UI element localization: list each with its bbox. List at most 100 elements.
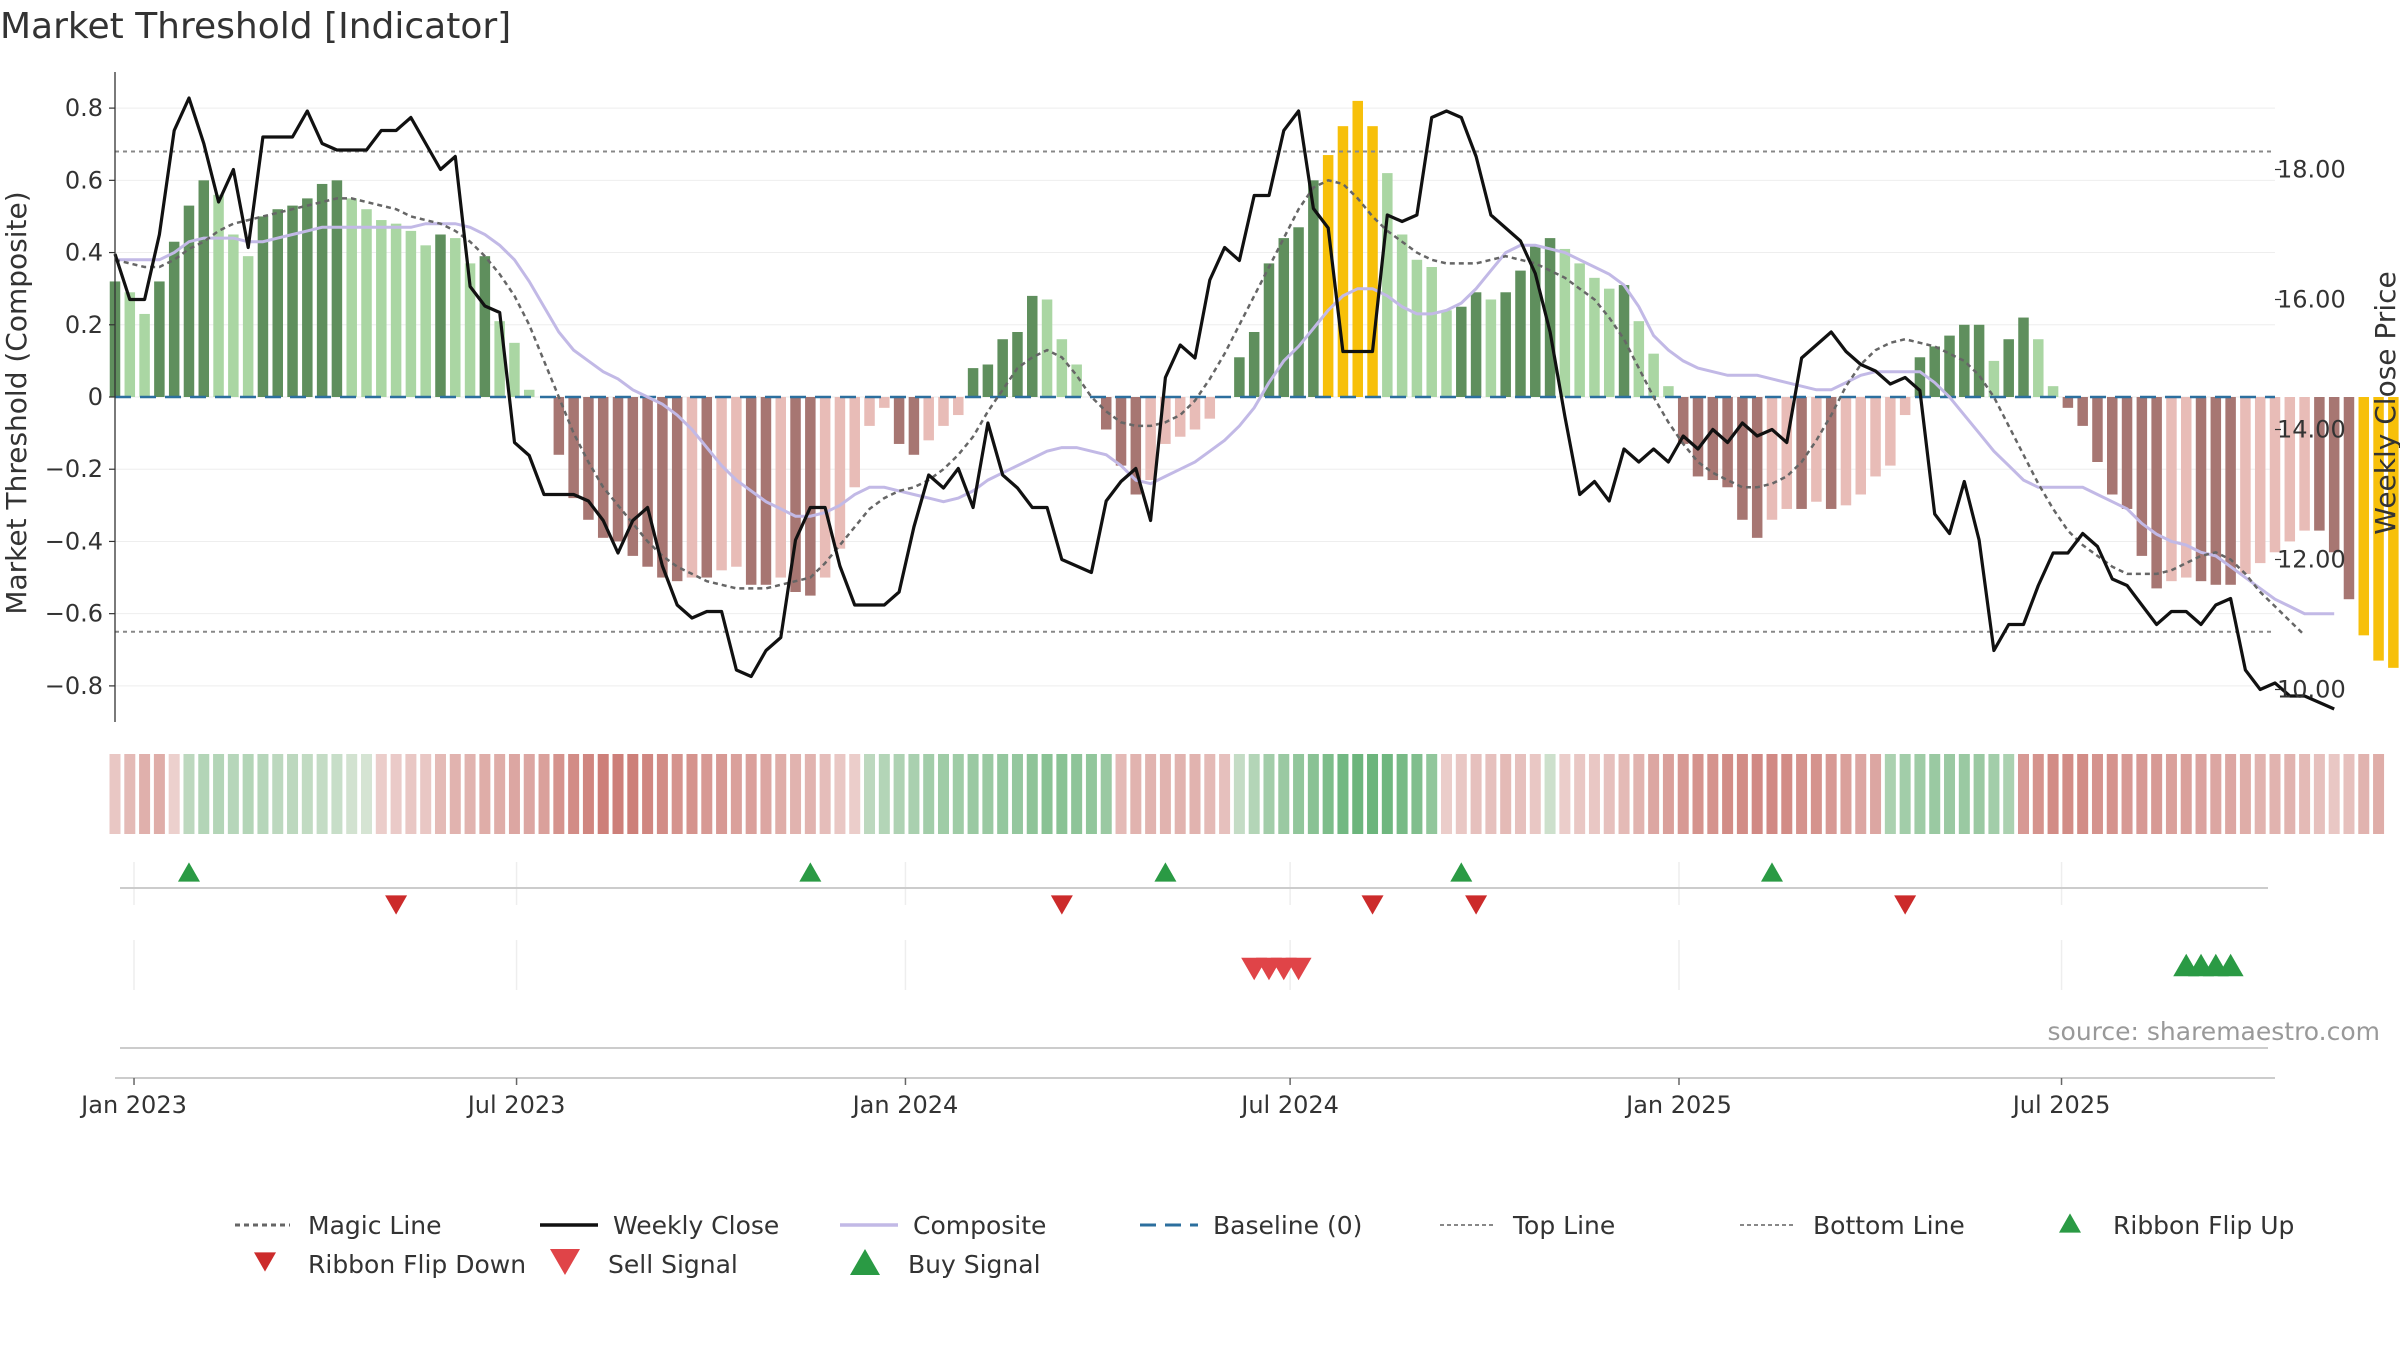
ribbon-cell xyxy=(331,754,343,834)
composite-bar xyxy=(775,397,787,578)
ribbon-cell xyxy=(508,754,520,834)
composite-bar xyxy=(583,397,594,520)
composite-bar xyxy=(627,397,639,556)
legend-item: Buy Signal xyxy=(850,1248,1041,1279)
composite-bar xyxy=(1944,335,1955,397)
composite-bar xyxy=(1293,227,1304,397)
composite-bar xyxy=(1751,397,1763,538)
ribbon-cell xyxy=(1115,754,1127,834)
ribbon-cell xyxy=(760,754,772,834)
ribbon-cell xyxy=(2210,754,2222,834)
ribbon-cell xyxy=(1100,754,1112,834)
composite-bar xyxy=(2254,397,2266,564)
y2-tick-label: 16.00 xyxy=(2277,286,2346,314)
composite-bar xyxy=(154,281,165,397)
composite-bar xyxy=(1189,397,1201,430)
ribbon-cell xyxy=(153,754,165,834)
ribbon-cell xyxy=(1396,754,1408,834)
ribbon-cell xyxy=(2136,754,2148,834)
ribbon-cell xyxy=(316,754,328,834)
ribbon-cell xyxy=(1500,754,1512,834)
legend-item: Composite xyxy=(840,1211,1046,1240)
composite-bar xyxy=(1677,397,1689,444)
legend-item: Weekly Close xyxy=(540,1211,779,1240)
legend-label: Bottom Line xyxy=(1813,1211,1965,1240)
y2-tick-label: 10.00 xyxy=(2277,676,2346,704)
composite-bar xyxy=(494,321,505,397)
composite-bar xyxy=(805,397,816,596)
composite-bar xyxy=(2107,397,2118,495)
composite-bar xyxy=(1692,397,1704,477)
ribbon-cell xyxy=(2358,754,2370,834)
composite-bar xyxy=(1633,321,1645,397)
ribbon-cell xyxy=(1766,754,1778,834)
composite-bar xyxy=(523,389,535,397)
ribbon-cell xyxy=(109,754,121,834)
ribbon-cell xyxy=(139,754,151,834)
ribbon-cell xyxy=(464,754,476,834)
composite-bar xyxy=(168,241,180,397)
ribbon-cell xyxy=(242,754,254,834)
ribbon-cell xyxy=(213,754,225,834)
axes-layer: −0.8 −0.6 −0.4 −0.2 0 0.2 0.4 0.6 0.8 10.00 12.00 1… xyxy=(45,72,2346,722)
composite-bar xyxy=(790,397,801,592)
ribbon-cell xyxy=(864,754,876,834)
ribbon-cell xyxy=(1973,754,1985,834)
composite-bar xyxy=(982,364,994,397)
ribbon-cell xyxy=(2239,754,2251,834)
ribbon-cell xyxy=(834,754,846,834)
ribbon-cell xyxy=(908,754,920,834)
ribbon-cell xyxy=(1618,754,1630,834)
ribbon-cell xyxy=(1352,754,1364,834)
composite-bar xyxy=(124,292,136,397)
composite-bar xyxy=(923,397,934,441)
ribbon-strip xyxy=(109,754,2385,834)
composite-bar xyxy=(287,205,298,397)
composite-bar xyxy=(1352,100,1363,397)
y2-tick-label: 18.00 xyxy=(2277,156,2346,184)
composite-bar xyxy=(1396,234,1408,397)
ribbon-cell xyxy=(1574,754,1586,834)
ribbon-flip-up-marker xyxy=(1450,862,1473,882)
ribbon-cell xyxy=(2003,754,2015,834)
ribbon-cell xyxy=(1293,754,1305,834)
composite-bar xyxy=(612,397,624,542)
composite-bar xyxy=(2092,397,2103,462)
composite-bar xyxy=(1278,238,1290,397)
ribbon-cell xyxy=(1411,754,1423,834)
legend-label: Magic Line xyxy=(308,1211,442,1240)
composite-bar xyxy=(553,397,565,455)
ribbon-cell xyxy=(361,754,373,834)
ribbon-cell xyxy=(1899,754,1911,834)
composite-bar xyxy=(435,234,446,397)
ribbon-cell xyxy=(1870,754,1882,834)
composite-bar xyxy=(2314,397,2325,531)
ribbon-cell xyxy=(1381,754,1393,834)
ribbon-cell xyxy=(2299,754,2311,834)
legend-item: Top Line xyxy=(1440,1211,1615,1240)
ribbon-cell xyxy=(997,754,1009,834)
ribbon-cell xyxy=(168,754,180,834)
composite-bar xyxy=(938,397,949,426)
composite-bar xyxy=(597,397,609,538)
composite-bar xyxy=(1885,397,1896,466)
composite-bar xyxy=(1071,364,1082,397)
ribbon-cell xyxy=(967,754,979,834)
y-tick-label: −0.2 xyxy=(45,455,103,483)
legend-label: Ribbon Flip Up xyxy=(2113,1211,2294,1240)
x-tick-label: Jul 2023 xyxy=(466,1091,566,1119)
composite-bar xyxy=(2018,317,2029,397)
ribbon-flip-down-marker xyxy=(1465,895,1488,915)
legend-item: Bottom Line xyxy=(1740,1211,1965,1240)
ribbon-cell xyxy=(982,754,994,834)
ribbon-cell xyxy=(1914,754,1926,834)
ribbon-cell xyxy=(272,754,284,834)
composite-bar xyxy=(1929,346,1940,397)
composite-bar xyxy=(1825,397,1837,509)
ribbon-cell xyxy=(1722,754,1734,834)
ribbon-cell xyxy=(1204,754,1216,834)
ribbon-cell xyxy=(1233,754,1245,834)
composite-bar xyxy=(1367,126,1378,398)
legend-label: Top Line xyxy=(1512,1211,1615,1240)
ribbon-flip-up-marker xyxy=(1154,862,1177,882)
